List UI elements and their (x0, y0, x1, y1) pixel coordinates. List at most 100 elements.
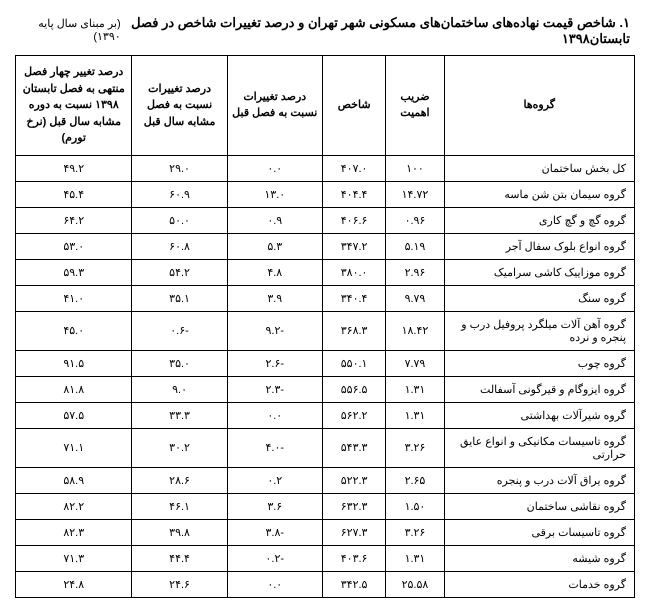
cell-index: ۳۸۰.۰ (322, 259, 385, 285)
cell-index: ۵۲۲.۳ (322, 467, 385, 493)
cell-index: ۴۰۴.۴ (322, 181, 385, 207)
cell-chg-4q: ۴۱.۰ (16, 285, 132, 311)
cell-index: ۴۰۶.۶ (322, 207, 385, 233)
table-row: کل بخش ساختمان۱۰۰۴۰۷.۰۰.۰۲۹.۰۴۹.۲ (16, 155, 635, 181)
cell-weight: ۵.۱۹ (386, 233, 444, 259)
cell-group-name: گروه چوب (444, 350, 634, 376)
cell-chg-4q: ۶۴.۲ (16, 207, 132, 233)
cell-weight: ۲.۹۶ (386, 259, 444, 285)
table-row: گروه خدمات۲۵.۵۸۳۴۲.۵۰.۰۲۴.۶۲۴.۸ (16, 571, 635, 597)
cell-chg-4q: ۹۱.۵ (16, 350, 132, 376)
table-row: گروه آهن آلات میلگرد پروفیل درب و پنجره … (16, 311, 635, 350)
cell-group-name: کل بخش ساختمان (444, 155, 634, 181)
cell-chg-prev-q: -۳.۸ (227, 519, 322, 545)
cell-chg-prev-y: ۴۴.۴ (132, 545, 227, 571)
header-row: گروه‌ها ضریب اهمیت شاخص درصد تغییرات نسب… (16, 56, 635, 156)
cell-chg-4q: ۴۹.۲ (16, 155, 132, 181)
cell-chg-4q: ۴۵.۰ (16, 311, 132, 350)
cell-chg-4q: ۵۳.۰ (16, 233, 132, 259)
data-table: گروه‌ها ضریب اهمیت شاخص درصد تغییرات نسب… (15, 55, 635, 598)
cell-chg-prev-y: ۶۰.۹ (132, 181, 227, 207)
cell-group-name: گروه شیشه (444, 545, 634, 571)
cell-chg-prev-q: ۰.۰ (227, 155, 322, 181)
cell-chg-4q: ۷۱.۱ (16, 428, 132, 467)
table-row: گروه چوب۷.۷۹۵۵۰.۱-۲.۶۳۵.۰۹۱.۵ (16, 350, 635, 376)
cell-chg-prev-y: ۳۵.۰ (132, 350, 227, 376)
cell-index: ۳۴۰.۴ (322, 285, 385, 311)
cell-chg-prev-y: ۹.۰ (132, 376, 227, 402)
table-row: گروه نقاشی ساختمان۱.۵۰۶۳۲.۳۳.۶۴۶.۱۸۲.۲ (16, 493, 635, 519)
cell-weight: ۳.۲۶ (386, 428, 444, 467)
cell-group-name: گروه موزاییک کاشی سرامیک (444, 259, 634, 285)
cell-chg-prev-q: -۹.۲ (227, 311, 322, 350)
cell-index: ۶۲۷.۳ (322, 519, 385, 545)
cell-index: ۳۶۸.۳ (322, 311, 385, 350)
cell-weight: ۱.۳۱ (386, 545, 444, 571)
col-header-weight: ضریب اهمیت (386, 56, 444, 156)
cell-group-name: گروه آهن آلات میلگرد پروفیل درب و پنجره … (444, 311, 634, 350)
cell-group-name: گروه تاسیسات برقی (444, 519, 634, 545)
table-row: گروه گچ و گچ کاری۰.۹۶۴۰۶.۶۰.۹۵۰.۰۶۴.۲ (16, 207, 635, 233)
table-row: گروه انواع بلوک سفال آجر۵.۱۹۳۴۷.۲۵.۳۶۰.۸… (16, 233, 635, 259)
cell-chg-prev-y: ۳۰.۲ (132, 428, 227, 467)
cell-group-name: گروه تاسیسات مکانیکی و انواع عایق حرارتی (444, 428, 634, 467)
header-row: ۱. شاخص قیمت نهاده‌های ساختمان‌های مسکون… (15, 15, 635, 47)
cell-chg-4q: ۵۸.۹ (16, 467, 132, 493)
cell-chg-4q: ۵۷.۵ (16, 402, 132, 428)
col-header-chg-prev-q: درصد تغییرات نسبت به فصل قبل (227, 56, 322, 156)
cell-group-name: گروه یراق آلات درب و پنجره (444, 467, 634, 493)
cell-weight: ۱.۳۱ (386, 402, 444, 428)
cell-weight: ۱۸.۴۲ (386, 311, 444, 350)
col-header-chg-4q: درصد تغییر چهار فصل منتهی به فصل تابستان… (16, 56, 132, 156)
table-row: گروه ایزوگام و قیرگونی آسفالت۱.۳۱۵۵۶.۵-۲… (16, 376, 635, 402)
cell-chg-prev-q: -۴.۰ (227, 428, 322, 467)
cell-weight: ۹.۷۹ (386, 285, 444, 311)
cell-index: ۴۰۷.۰ (322, 155, 385, 181)
table-row: گروه تاسیسات مکانیکی و انواع عایق حرارتی… (16, 428, 635, 467)
cell-chg-prev-y: ۲۸.۶ (132, 467, 227, 493)
cell-weight: ۲.۶۵ (386, 467, 444, 493)
cell-chg-prev-q: ۵.۳ (227, 233, 322, 259)
cell-index: ۴۰۳.۶ (322, 545, 385, 571)
cell-index: ۳۴۲.۵ (322, 571, 385, 597)
cell-chg-prev-y: ۳۵.۱ (132, 285, 227, 311)
cell-weight: ۱.۵۰ (386, 493, 444, 519)
cell-chg-prev-q: ۰.۰ (227, 571, 322, 597)
cell-chg-4q: ۸۱.۸ (16, 376, 132, 402)
cell-chg-prev-y: ۳۳.۳ (132, 402, 227, 428)
cell-chg-prev-y: ۲۹.۰ (132, 155, 227, 181)
cell-chg-prev-y: ۲۴.۶ (132, 571, 227, 597)
cell-group-name: گروه خدمات (444, 571, 634, 597)
cell-index: ۳۴۷.۲ (322, 233, 385, 259)
cell-chg-prev-y: ۵۰.۰ (132, 207, 227, 233)
col-header-index: شاخص (322, 56, 385, 156)
cell-group-name: گروه انواع بلوک سفال آجر (444, 233, 634, 259)
col-header-groups: گروه‌ها (444, 56, 634, 156)
cell-chg-4q: ۸۲.۳ (16, 519, 132, 545)
table-row: گروه موزاییک کاشی سرامیک۲.۹۶۳۸۰.۰۴.۸۵۴.۲… (16, 259, 635, 285)
cell-weight: ۰.۹۶ (386, 207, 444, 233)
cell-index: ۶۳۲.۳ (322, 493, 385, 519)
cell-index: ۵۶۲.۲ (322, 402, 385, 428)
cell-index: ۵۴۳.۳ (322, 428, 385, 467)
cell-chg-prev-y: -۰.۶ (132, 311, 227, 350)
cell-chg-prev-y: ۵۴.۲ (132, 259, 227, 285)
cell-chg-prev-q: -۲.۶ (227, 350, 322, 376)
table-row: گروه تاسیسات برقی۳.۲۶۶۲۷.۳-۳.۸۳۹.۸۸۲.۳ (16, 519, 635, 545)
cell-group-name: گروه گچ و گچ کاری (444, 207, 634, 233)
cell-chg-prev-q: ۱۳.۰ (227, 181, 322, 207)
cell-group-name: گروه سیمان بتن شن ماسه (444, 181, 634, 207)
cell-chg-4q: ۷۱.۳ (16, 545, 132, 571)
cell-chg-prev-q: -۰.۲ (227, 545, 322, 571)
cell-chg-prev-q: ۰.۹ (227, 207, 322, 233)
cell-chg-prev-q: ۳.۹ (227, 285, 322, 311)
cell-weight: ۷.۷۹ (386, 350, 444, 376)
cell-chg-prev-y: ۶۰.۸ (132, 233, 227, 259)
table-row: گروه سیمان بتن شن ماسه۱۴.۷۲۴۰۴.۴۱۳.۰۶۰.۹… (16, 181, 635, 207)
cell-chg-prev-y: ۳۹.۸ (132, 519, 227, 545)
cell-weight: ۳.۲۶ (386, 519, 444, 545)
cell-index: ۵۵۶.۵ (322, 376, 385, 402)
cell-chg-4q: ۵۹.۳ (16, 259, 132, 285)
cell-chg-prev-q: ۰.۲ (227, 467, 322, 493)
cell-index: ۵۵۰.۱ (322, 350, 385, 376)
